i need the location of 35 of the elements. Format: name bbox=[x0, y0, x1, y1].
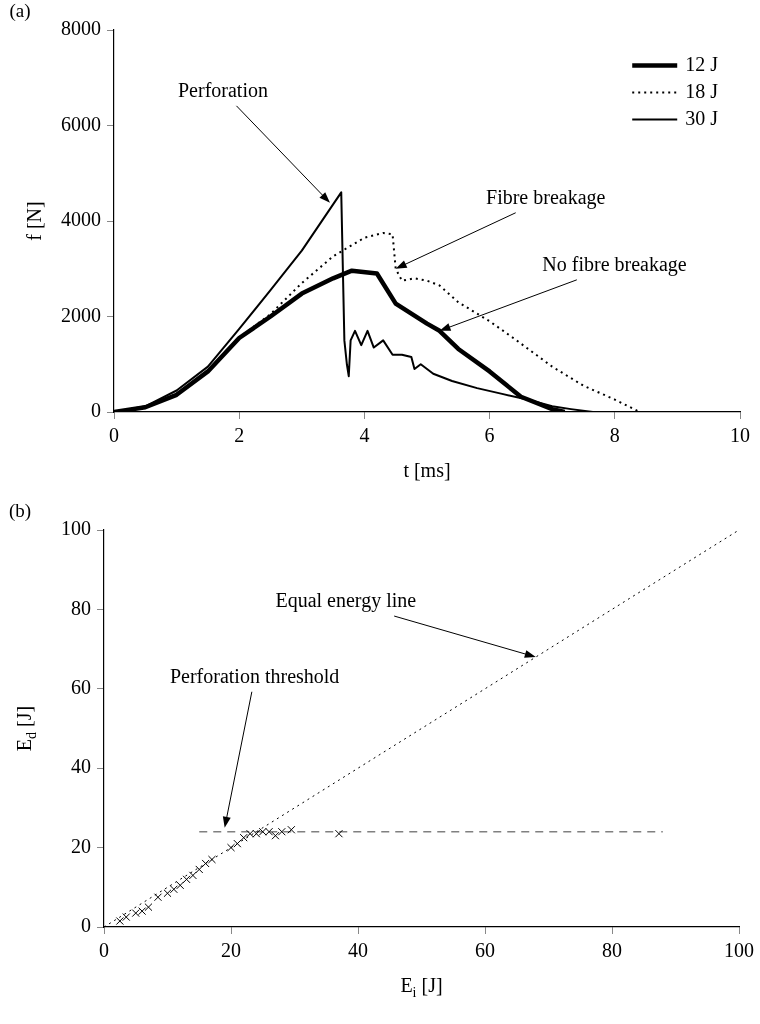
y-tick-label: 2000 bbox=[61, 303, 101, 326]
legend-label: 30 J bbox=[685, 106, 719, 129]
chart-title: (a) bbox=[9, 0, 31, 22]
x-tick-label: 60 bbox=[475, 939, 495, 962]
annotation: Perforation bbox=[177, 79, 268, 102]
x-tick-label: 40 bbox=[348, 939, 368, 962]
annotation: No fibre breakage bbox=[542, 253, 687, 277]
y-tick-label: 6000 bbox=[61, 112, 101, 135]
x-tick-label: 8 bbox=[609, 424, 620, 447]
annotation: Equal energy line bbox=[275, 589, 417, 613]
annotation: Perforation threshold bbox=[169, 665, 340, 687]
y-tick-label: 0 bbox=[81, 914, 91, 937]
x-tick-label: 0 bbox=[109, 424, 119, 447]
x-tick-label: 6 bbox=[484, 424, 495, 447]
y-tick-label: 60 bbox=[71, 676, 91, 699]
annotation: Fibre breakage bbox=[486, 186, 606, 209]
legend-label: 18 J bbox=[685, 79, 719, 102]
x-tick-label: 100 bbox=[724, 939, 754, 962]
y-tick-label: 4000 bbox=[61, 208, 101, 231]
x-tick-label: 20 bbox=[221, 939, 241, 962]
y-tick-label: 0 bbox=[91, 399, 101, 422]
y-tick-label: 8000 bbox=[61, 17, 101, 40]
y-axis-title: f [N] bbox=[23, 201, 46, 241]
x-axis-title: t [ms] bbox=[403, 459, 451, 482]
x-tick-label: 10 bbox=[730, 424, 750, 447]
y-axis-title: Ed [J] bbox=[13, 705, 39, 752]
legend-label: 12 J bbox=[685, 52, 719, 75]
x-tick-label: 4 bbox=[359, 424, 370, 447]
y-tick-label: 40 bbox=[71, 755, 91, 778]
y-tick-label: 20 bbox=[71, 834, 91, 857]
y-tick-label: 80 bbox=[71, 596, 91, 619]
chart-title: (b) bbox=[8, 499, 32, 522]
y-tick-label: 100 bbox=[61, 517, 91, 540]
x-tick-label: 2 bbox=[234, 424, 245, 447]
x-tick-label: 80 bbox=[602, 939, 622, 962]
